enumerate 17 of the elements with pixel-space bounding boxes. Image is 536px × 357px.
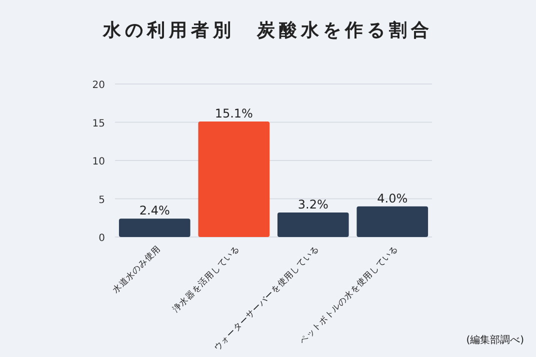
y-tick-label: 10 (92, 156, 105, 168)
data-label: 4.0% (377, 191, 408, 206)
text: (編集部調べ) (466, 334, 524, 346)
y-tick-label: 15 (92, 118, 105, 130)
chart-title: 水の利用者別 炭酸水を作る割合 (102, 20, 433, 41)
x-tick-label: 水道水のみ使用 (110, 243, 163, 296)
data-label: 3.2% (298, 198, 328, 212)
y-tick-label: 20 (92, 80, 105, 91)
y-tick-label: 0 (98, 233, 105, 244)
data-label: 15.1% (214, 106, 253, 120)
bar (118, 218, 190, 237)
bar (277, 212, 349, 237)
x-tick-label: 浄水器を活用している (170, 243, 242, 315)
y-tick-label: 5 (98, 194, 105, 206)
bar (356, 206, 428, 237)
data-label: 2.4% (139, 204, 170, 218)
bar (198, 121, 270, 237)
